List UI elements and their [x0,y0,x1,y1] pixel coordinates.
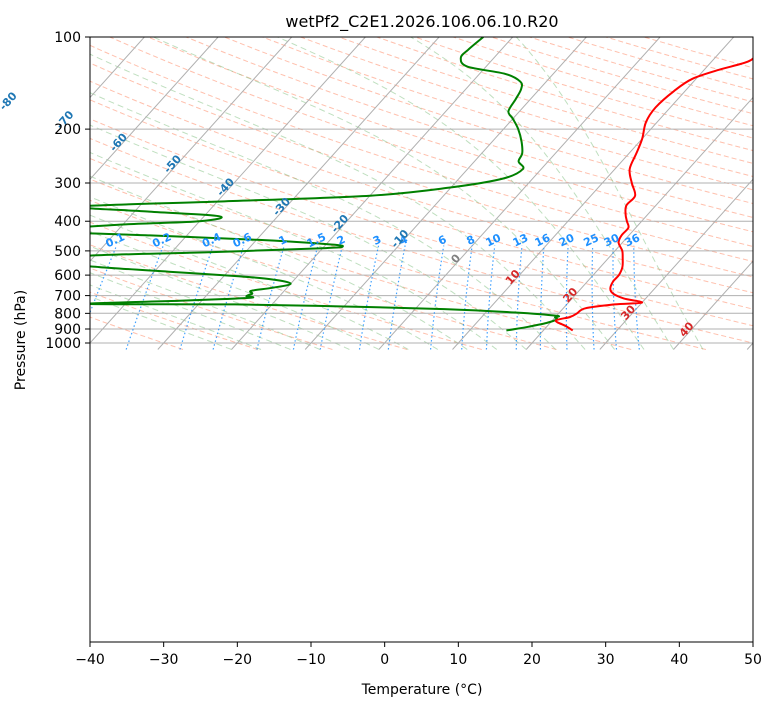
dry-adiabat [90,178,632,350]
moist-adiabat [90,284,262,350]
moist-adiabat [90,230,380,350]
moist-adiabat [90,295,232,350]
mixing-ratio-line [256,245,285,350]
mixing-ratio-line [212,245,245,350]
y-tick-label: 800 [54,306,81,322]
isotherm-line [673,260,753,350]
moist-adiabat [515,37,704,350]
x-tick-label: 10 [449,652,467,668]
mixing-ratio-line [565,245,569,350]
isotherm-line [90,37,145,99]
plot-area [90,37,753,642]
plot-frame [89,36,754,643]
mixing-ratio-line [591,245,595,350]
isotherm-line [90,37,219,181]
dry-adiabat [338,37,753,164]
isotherm-line [90,37,366,344]
y-tick-label: 100 [54,30,81,46]
mixing-ratio-line [539,245,545,350]
mixing-ratio-label: 30 [602,231,622,249]
moist-adiabat [90,196,439,350]
x-tick-label: 30 [597,652,615,668]
mixing-ratio-line [292,245,319,350]
dry-adiabat [90,316,184,350]
mixing-ratio-line [125,245,164,350]
dry-adiabat [90,137,753,344]
isotherm-line [231,37,514,350]
mixing-ratio-label: 25 [582,231,601,249]
dewpoint-profile [90,37,561,332]
mixing-ratio-line [612,245,618,350]
isotherm-line [452,37,735,350]
x-axis-label: Temperature (°C) [361,682,483,698]
isotherm-line [525,96,753,350]
y-tick-label: 900 [54,322,81,338]
moist-adiabat [90,92,556,350]
x-tick-label: 50 [744,652,762,668]
mixing-ratio-label: 13 [511,231,530,249]
temperature-profile [554,57,753,332]
mixing-ratio-label: 36 [623,231,643,249]
dry-adiabat [90,221,482,350]
mixing-ratio-line [90,245,118,315]
isotherm-line [90,37,293,262]
moist-adiabat [410,37,674,350]
mixing-ratio-line [430,245,445,350]
y-tick-label: 300 [54,176,81,192]
dry-adiabat [90,267,333,350]
dry-adiabat [90,199,557,350]
mixing-ratio-line [319,245,344,350]
y-tick-label: 700 [54,289,81,305]
y-tick-label: 1000 [45,336,81,352]
isotherm-line [304,37,587,350]
moist-adiabat [153,37,616,350]
mixing-ratio-label: 16 [533,231,553,249]
x-tick-label: −30 [149,652,179,668]
mixing-ratio-line [633,245,640,350]
y-tick-label: 600 [54,268,81,284]
mixing-ratio-label: 10 [484,231,504,249]
x-tick-label: −20 [223,652,253,668]
y-tick-label: 200 [54,122,81,138]
moist-adiabat [90,53,586,350]
moist-adiabat [90,245,350,350]
isotherm-line [157,37,440,350]
y-tick-label: 500 [54,244,81,260]
x-tick-label: −40 [75,652,105,668]
mixing-ratio-line [515,245,523,350]
mixing-ratio-line [358,245,380,350]
isotherm-line [378,37,661,350]
mixing-ratio-line [461,245,473,350]
y-axis-label: Pressure (hPa) [13,290,29,390]
x-tick-label: 40 [670,652,688,668]
moist-adiabat [90,259,321,350]
mixing-ratio-line [387,245,406,350]
mixing-ratio-line [179,245,214,350]
moist-adiabat [90,151,498,350]
moist-adiabat [277,37,645,350]
moist-adiabat [90,124,527,350]
dry-adiabat [90,157,707,350]
mixing-ratio-label: 20 [557,231,577,249]
profile-lines [90,37,753,332]
background-lines [90,37,753,350]
dry-adiabat [90,118,753,327]
mixing-ratio-line [485,245,496,350]
isotherm-line [599,178,753,350]
x-tick-label: −10 [296,652,326,668]
x-tick-label: 20 [523,652,541,668]
y-tick-label: 400 [54,214,81,230]
dry-adiabat [90,80,753,294]
chart-title: wetPf2_C2E1.2026.106.06.10.R20 [285,12,558,32]
x-tick-label: 0 [380,652,389,668]
